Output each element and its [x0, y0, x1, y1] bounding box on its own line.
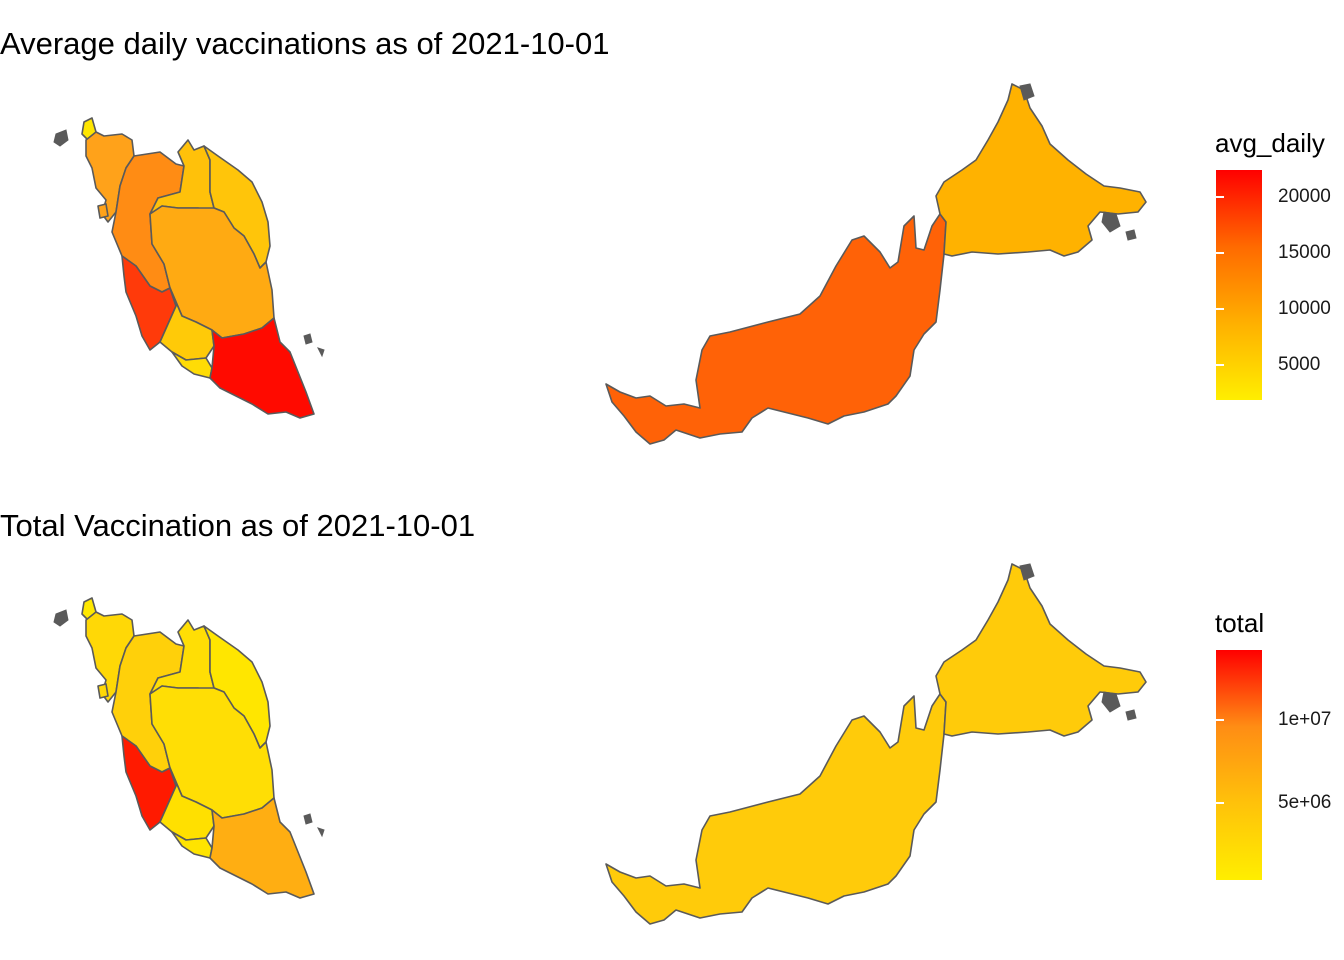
island-sabah-north: [1019, 563, 1035, 581]
island-sabah-east2: [1125, 709, 1137, 721]
legend-label: 20000: [1278, 186, 1331, 207]
total-panel: Total Vaccination as of 2021-10-01 total…: [0, 480, 1344, 960]
island-sabah-east: [1101, 211, 1121, 233]
state-sabah: [935, 563, 1147, 737]
legend-label: 5e+06: [1278, 792, 1332, 813]
island-sabah-east: [1101, 691, 1121, 713]
legend-tick: [1262, 252, 1270, 254]
legend-tick: [1216, 364, 1224, 366]
state-penang: [97, 683, 109, 699]
legend-tick: [1262, 364, 1270, 366]
state-sabah: [935, 83, 1147, 257]
choropleth-map: [53, 563, 1147, 925]
state-penang: [97, 203, 109, 219]
legend-tick: [1262, 719, 1270, 721]
choropleth-map: [53, 83, 1147, 445]
island-east: [317, 827, 325, 838]
state-johor: [209, 797, 315, 899]
legend-tick: [1262, 308, 1270, 310]
avg-daily-panel: Average daily vaccinations as of 2021-10…: [0, 26, 1331, 445]
island-langkawi: [53, 129, 69, 147]
island-sabah-east2: [1125, 229, 1137, 241]
legend-label: 1e+07: [1278, 709, 1332, 730]
legend-tick: [1262, 802, 1270, 804]
legend-tick: [1216, 802, 1224, 804]
state-sarawak: [605, 693, 947, 925]
island-tioman: [303, 813, 313, 825]
legend-tick: [1216, 308, 1224, 310]
island-east: [317, 347, 325, 358]
state-sarawak: [605, 213, 947, 445]
legend-label: 10000: [1278, 298, 1331, 319]
state-johor: [209, 317, 315, 419]
legend-color-bar: [1216, 170, 1262, 400]
island-tioman: [303, 333, 313, 345]
legend-label: 5000: [1278, 354, 1321, 375]
panel-title: Total Vaccination as of 2021-10-01: [0, 508, 476, 543]
legend-color-bar: [1216, 650, 1262, 880]
legend-tick: [1216, 719, 1224, 721]
legend-tick: [1216, 196, 1224, 198]
legend-tick: [1262, 196, 1270, 198]
island-langkawi: [53, 609, 69, 627]
panel-title: Average daily vaccinations as of 2021-10…: [0, 26, 610, 61]
legend-title: total: [1215, 608, 1265, 638]
legend-label: 15000: [1278, 242, 1331, 263]
legend-tick: [1216, 252, 1224, 254]
island-sabah-north: [1019, 83, 1035, 101]
legend-title: avg_daily: [1215, 128, 1325, 158]
